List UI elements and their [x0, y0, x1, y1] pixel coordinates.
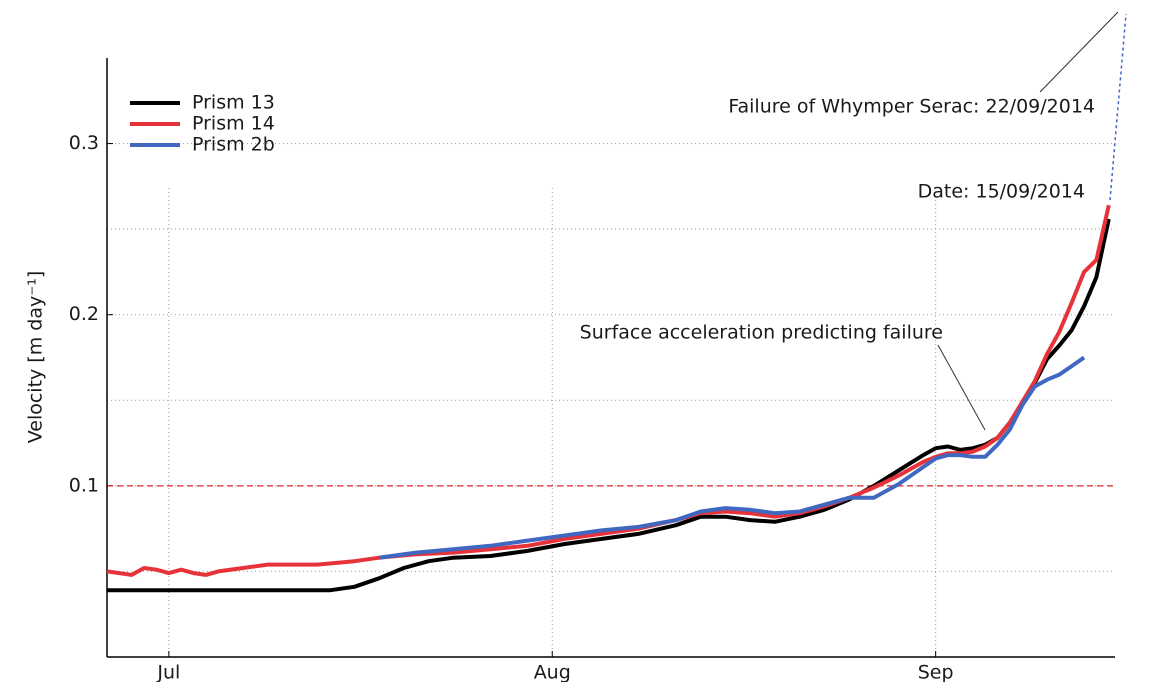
annotation: Date: 15/09/2014	[918, 181, 1085, 203]
y-tick-label: 0.2	[69, 303, 99, 325]
failure-extrapolation	[1109, 13, 1127, 201]
y-tick-label: 0.3	[69, 132, 99, 154]
legend-label: Prism 14	[192, 113, 275, 135]
y-axis-label: Velocity [m day⁻¹]	[25, 271, 47, 444]
legend-label: Prism 13	[192, 92, 275, 114]
legend-label: Prism 2b	[192, 134, 275, 156]
annotation: Surface acceleration predicting failure	[580, 322, 943, 344]
y-tick-label: 0.1	[69, 474, 99, 496]
x-tick-label: Jul	[156, 662, 180, 682]
x-tick-label: Sep	[918, 662, 954, 682]
x-tick-label: Aug	[534, 662, 571, 682]
annotation-leader	[1039, 11, 1119, 93]
annotation-leader	[937, 344, 986, 431]
series-line	[378, 355, 1086, 560]
series-line	[106, 204, 1111, 577]
annotation: Failure of Whymper Serac: 22/09/2014	[728, 96, 1095, 118]
